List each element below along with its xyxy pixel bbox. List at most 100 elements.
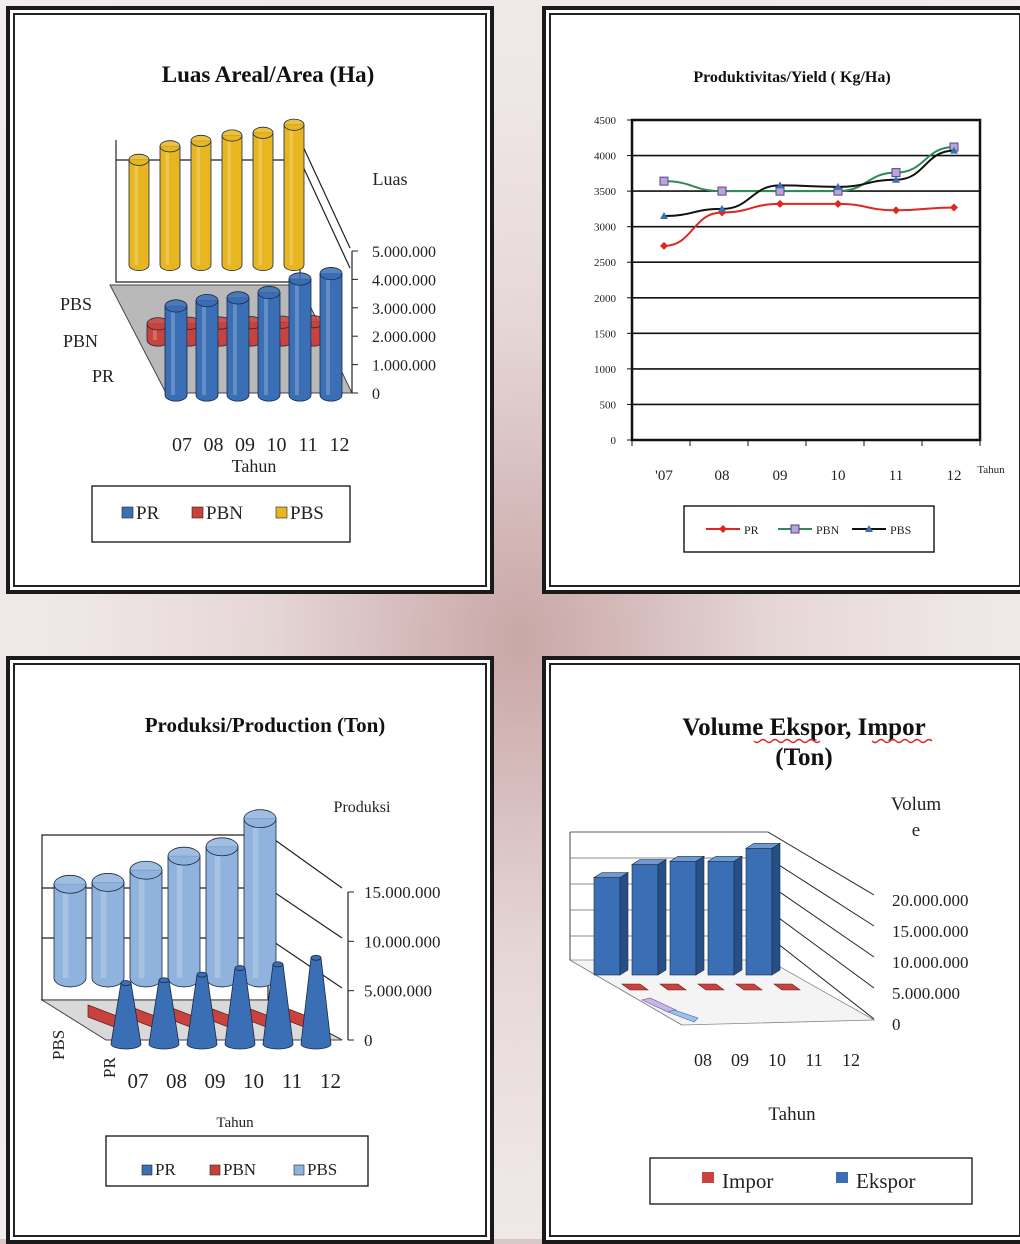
- bar-pr: [262, 961, 294, 1050]
- bar-pr-body: [262, 963, 294, 1050]
- bar-pbs-top: [128, 153, 150, 166]
- bar-pbs-top: [205, 837, 239, 857]
- bar-pbs: [91, 873, 125, 988]
- y-axis-label: Produksi: [334, 799, 391, 816]
- depth-label: PBS: [49, 1030, 68, 1060]
- bar-pr: [148, 977, 180, 1050]
- bar-marker-purple: [641, 997, 677, 1013]
- legend-label: Impor: [722, 1169, 773, 1193]
- bar-pr-body: [288, 278, 312, 402]
- chart-panel-production: Produksi/Production (Ton) Produksi Tahun…: [6, 656, 494, 1244]
- bar-ekspor: [706, 855, 744, 976]
- chart-panel-area: Luas Areal/Area (Ha) Luas Tahun PBS PBN PR…: [6, 6, 494, 594]
- depth-label: PBN: [63, 331, 98, 351]
- y-tick-label: 2000: [594, 293, 617, 305]
- bar-impor: [735, 983, 763, 991]
- chart-panel-export-import: Volume Ekspor, Impor (Ton) Volum e Tahun…: [542, 656, 1020, 1244]
- bar-pbs: [190, 134, 212, 271]
- bar-pr-highlight: [326, 279, 330, 395]
- bar-ekspor-top: [744, 842, 782, 849]
- bar-impor: [621, 983, 649, 991]
- legend-box: [649, 1157, 973, 1205]
- data-point-pbn: [891, 168, 901, 178]
- bar-pr-highlight: [295, 285, 299, 395]
- bar-pr: [164, 299, 188, 402]
- bar-pbs-body: [221, 135, 243, 271]
- bar-ekspor-front: [593, 877, 621, 976]
- chart-title: Produksi/Production (Ton): [145, 713, 386, 737]
- x-tick-label: 09: [205, 1069, 226, 1093]
- bar-pbs-highlight: [196, 146, 200, 265]
- spellcheck-underline: [753, 738, 821, 744]
- y-tick-label: 5.000.000: [892, 984, 960, 1003]
- data-point-pbn: [659, 176, 669, 186]
- bar-pr-top: [272, 961, 284, 968]
- bar-pbs: [252, 126, 274, 271]
- bar-ekspor-side: [695, 855, 705, 976]
- bar-pr-top: [158, 977, 170, 984]
- bar-pbs: [283, 118, 305, 271]
- bar-pbs: [221, 129, 243, 271]
- y-tick-label: 15.000.000: [892, 922, 969, 941]
- depth-gridline: [767, 883, 875, 958]
- bar-pr-body: [110, 982, 142, 1050]
- legend-marker: [865, 525, 873, 532]
- y-tick-label: 5.000.000: [372, 244, 436, 261]
- x-tick-label: 10: [831, 468, 846, 484]
- bar-pbs: [205, 837, 239, 988]
- legend-label: PR: [744, 523, 759, 537]
- bar-pbn-highlight: [153, 329, 157, 340]
- bar-pr-top: [120, 980, 132, 986]
- bar-pr-highlight: [233, 304, 237, 395]
- depth-gridline: [767, 857, 875, 927]
- bar-pr: [224, 965, 256, 1050]
- legend-box: [91, 485, 351, 543]
- bar-pr-body: [226, 297, 250, 402]
- bar-pbs-top: [190, 134, 212, 147]
- bar-pbs-body: [128, 159, 150, 271]
- x-tick-label: '07: [655, 468, 673, 484]
- spellcheck-underline: [871, 738, 933, 744]
- legend-swatch: [293, 1164, 305, 1176]
- bar-pbs-body: [190, 140, 212, 271]
- data-point-pr: [892, 206, 900, 215]
- y-tick-label: 4.000.000: [372, 272, 436, 289]
- y-tick-label: 3500: [594, 186, 617, 198]
- y-tick-label: 3.000.000: [372, 301, 436, 318]
- chart-yield-svg: Produktivitas/Yield ( Kg/Ha) Tahun 4500 4…: [594, 69, 1005, 553]
- bar-ekspor-top: [630, 859, 668, 865]
- bar-pr-top: [164, 299, 188, 313]
- data-point-pr: [660, 241, 668, 250]
- bar-ekspor-top: [706, 855, 744, 862]
- x-tick-label: 08: [204, 434, 224, 456]
- legend-label: PBN: [223, 1160, 256, 1179]
- x-axis-label: Tahun: [216, 1115, 254, 1131]
- chart-production-svg: Produksi/Production (Ton) Produksi Tahun…: [40, 713, 441, 1187]
- y-tick-label: 2500: [594, 257, 617, 269]
- bar-pbs-highlight: [165, 151, 169, 265]
- legend-label: PBS: [307, 1160, 337, 1179]
- bar-pr-highlight: [171, 312, 175, 395]
- y-tick-label: 5.000.000: [364, 982, 432, 1001]
- x-tick-label: 12: [842, 1050, 860, 1070]
- bar-pbs: [129, 860, 163, 988]
- bar-ekspor-front: [745, 847, 773, 976]
- chart-title-line2: (Ton): [775, 744, 832, 771]
- x-tick-label: 07: [172, 434, 192, 456]
- bar-pbs-top: [91, 873, 125, 892]
- bar-ekspor-side: [619, 871, 629, 976]
- bar-pr: [319, 267, 343, 402]
- bar-pbs-highlight: [62, 893, 69, 978]
- bar-pbs-top: [129, 860, 163, 880]
- chart-title: Volume Ekspor, Impor: [682, 714, 925, 741]
- bar-pbs-highlight: [227, 141, 231, 265]
- y-tick-label: 0: [372, 386, 380, 403]
- y-tick-label: 10.000.000: [364, 932, 441, 951]
- legend-swatch: [121, 506, 134, 519]
- bar-pbs-highlight: [100, 891, 107, 978]
- y-tick-label: 2.000.000: [372, 329, 436, 346]
- x-tick-label: 11: [282, 1069, 302, 1093]
- y-tick-label: 0: [892, 1015, 901, 1034]
- legend-label: PR: [136, 503, 160, 524]
- bar-pbs: [167, 846, 201, 988]
